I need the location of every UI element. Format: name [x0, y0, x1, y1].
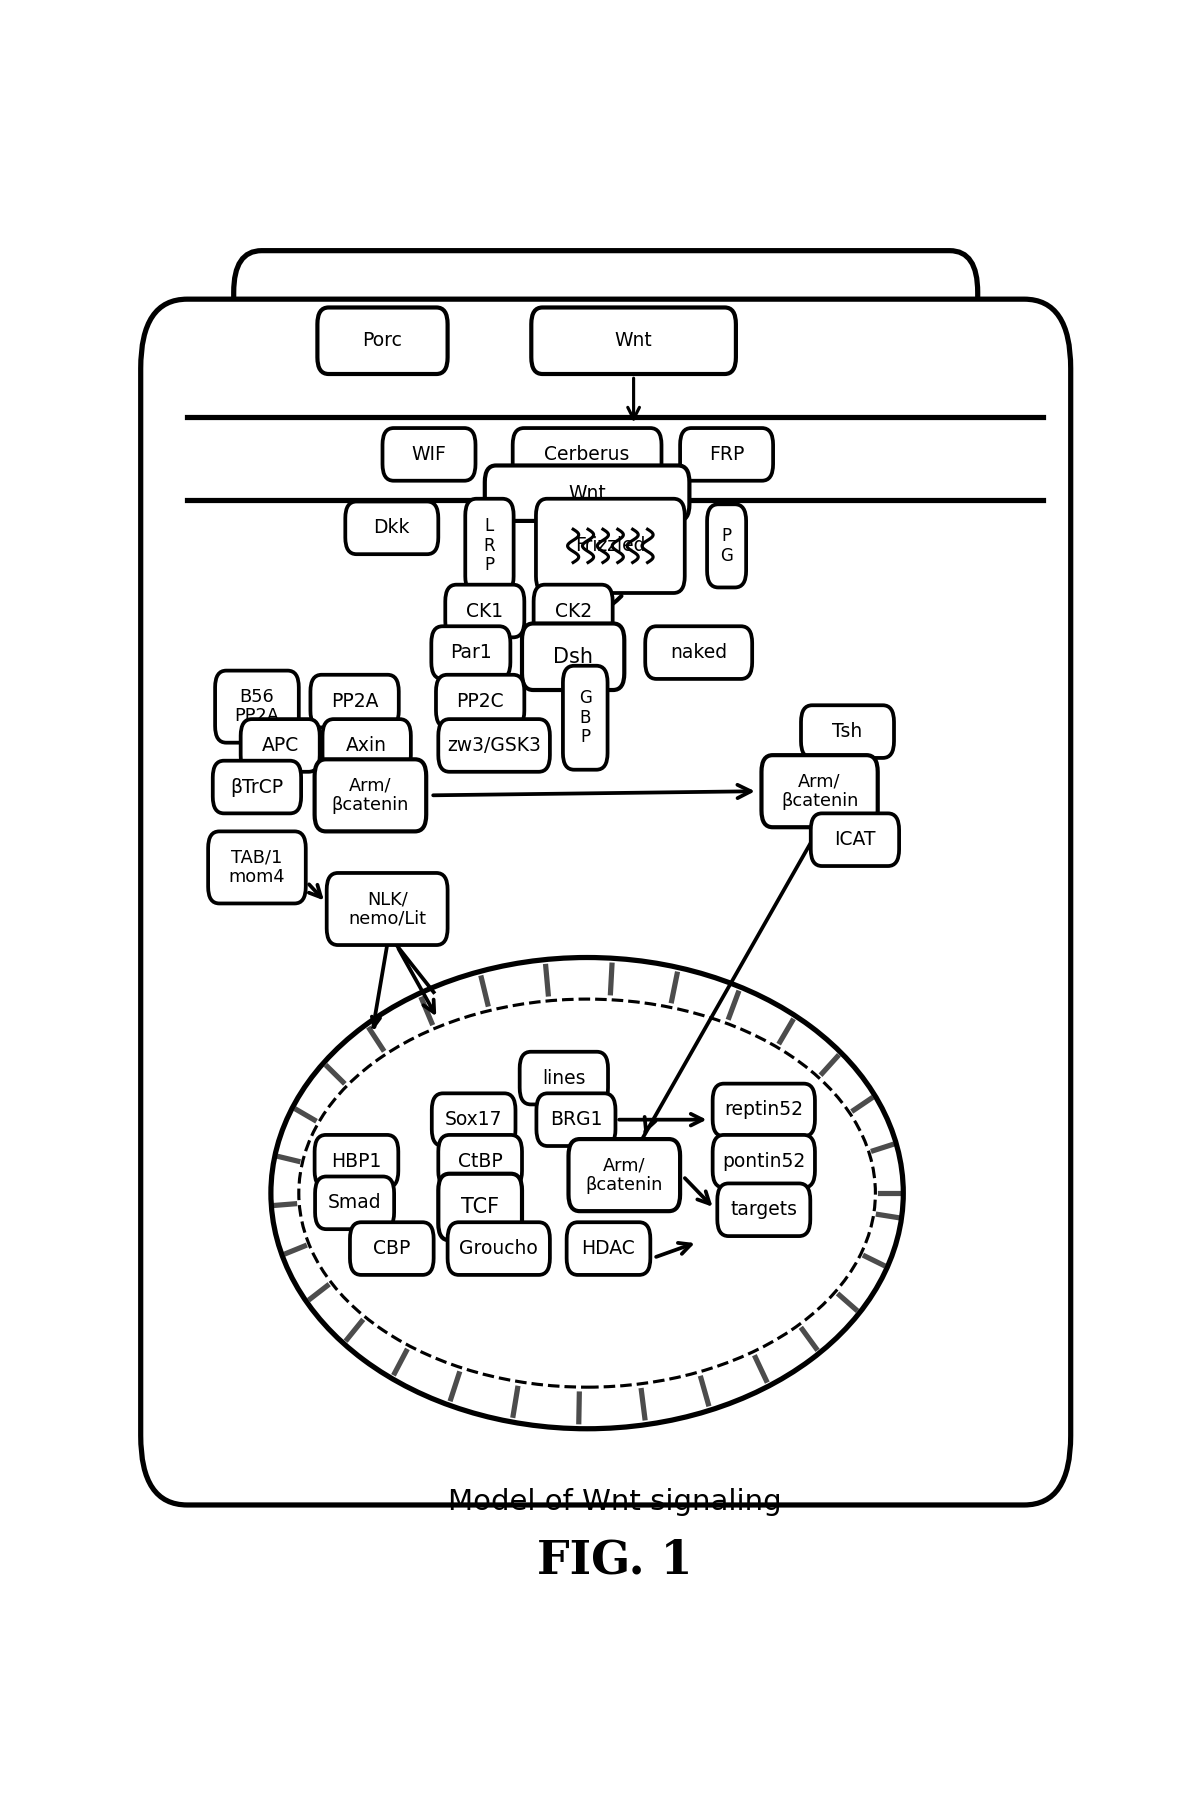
FancyBboxPatch shape	[438, 720, 550, 772]
Text: Wnt: Wnt	[569, 484, 606, 502]
Text: Tsh: Tsh	[833, 722, 863, 742]
Ellipse shape	[299, 999, 876, 1388]
Ellipse shape	[271, 958, 904, 1429]
Text: Model of Wnt signaling: Model of Wnt signaling	[448, 1489, 782, 1516]
Text: L
R
P: L R P	[484, 517, 496, 574]
FancyBboxPatch shape	[713, 1084, 815, 1136]
FancyBboxPatch shape	[316, 1177, 394, 1229]
Text: Arm/
βcatenin: Arm/ βcatenin	[586, 1156, 662, 1193]
FancyBboxPatch shape	[431, 626, 510, 679]
FancyBboxPatch shape	[512, 428, 661, 481]
Text: FIG. 1: FIG. 1	[538, 1537, 692, 1584]
Text: HDAC: HDAC	[582, 1238, 635, 1258]
Text: Cerberus: Cerberus	[545, 445, 630, 464]
Text: CK1: CK1	[467, 601, 503, 621]
Text: WIF: WIF	[412, 445, 446, 464]
Text: TCF: TCF	[461, 1197, 499, 1217]
FancyBboxPatch shape	[383, 428, 475, 481]
Text: B56
PP2A: B56 PP2A	[234, 688, 280, 725]
FancyBboxPatch shape	[466, 499, 514, 592]
FancyBboxPatch shape	[713, 1136, 815, 1188]
FancyBboxPatch shape	[707, 504, 746, 587]
FancyBboxPatch shape	[314, 760, 426, 832]
FancyBboxPatch shape	[212, 761, 301, 814]
FancyBboxPatch shape	[569, 1139, 680, 1211]
Text: BRG1: BRG1	[550, 1111, 602, 1129]
FancyBboxPatch shape	[536, 1093, 616, 1147]
FancyBboxPatch shape	[215, 671, 299, 743]
Text: CtBP: CtBP	[457, 1152, 503, 1170]
Text: TAB/1
mom4: TAB/1 mom4	[229, 850, 286, 886]
FancyBboxPatch shape	[534, 585, 613, 637]
Text: βTrCP: βTrCP	[230, 778, 283, 797]
Text: zw3/GSK3: zw3/GSK3	[448, 736, 541, 754]
Text: CK2: CK2	[554, 601, 592, 621]
Text: G
B
P: G B P	[578, 689, 592, 747]
Text: targets: targets	[731, 1201, 797, 1219]
Text: ICAT: ICAT	[834, 830, 876, 850]
FancyBboxPatch shape	[566, 1222, 650, 1274]
Text: Frizzled: Frizzled	[575, 536, 646, 556]
FancyBboxPatch shape	[680, 428, 773, 481]
FancyBboxPatch shape	[438, 1174, 522, 1240]
Text: Groucho: Groucho	[460, 1238, 538, 1258]
Text: Dkk: Dkk	[373, 518, 410, 538]
Text: PP2A: PP2A	[331, 691, 378, 711]
FancyBboxPatch shape	[438, 1136, 522, 1188]
Text: APC: APC	[262, 736, 299, 754]
FancyBboxPatch shape	[448, 1222, 550, 1274]
Text: P
G: P G	[720, 527, 733, 565]
Text: naked: naked	[670, 643, 727, 662]
Text: Dsh: Dsh	[553, 646, 593, 666]
Text: Wnt: Wnt	[614, 331, 653, 351]
Text: NLK/
nemo/Lit: NLK/ nemo/Lit	[348, 891, 426, 927]
FancyBboxPatch shape	[485, 466, 689, 520]
FancyBboxPatch shape	[718, 1183, 810, 1237]
FancyBboxPatch shape	[311, 675, 398, 727]
Text: Axin: Axin	[346, 736, 388, 754]
Text: pontin52: pontin52	[722, 1152, 805, 1170]
Text: FRP: FRP	[709, 445, 744, 464]
FancyBboxPatch shape	[208, 832, 306, 904]
FancyBboxPatch shape	[432, 1093, 516, 1147]
FancyBboxPatch shape	[522, 623, 624, 689]
FancyBboxPatch shape	[241, 720, 319, 772]
FancyBboxPatch shape	[436, 675, 524, 727]
FancyBboxPatch shape	[532, 308, 736, 374]
Text: CBP: CBP	[373, 1238, 410, 1258]
Text: Arm/
βcatenin: Arm/ βcatenin	[781, 772, 858, 810]
Text: PP2C: PP2C	[456, 691, 504, 711]
FancyBboxPatch shape	[140, 299, 1070, 1505]
Text: HBP1: HBP1	[331, 1152, 382, 1170]
FancyBboxPatch shape	[314, 1136, 398, 1188]
Text: Smad: Smad	[328, 1193, 382, 1213]
Text: Porc: Porc	[362, 331, 402, 351]
FancyBboxPatch shape	[811, 814, 899, 866]
Text: Par1: Par1	[450, 643, 492, 662]
FancyBboxPatch shape	[323, 720, 410, 772]
FancyBboxPatch shape	[350, 1222, 433, 1274]
FancyBboxPatch shape	[802, 706, 894, 758]
FancyBboxPatch shape	[326, 873, 448, 945]
Text: Arm/
βcatenin: Arm/ βcatenin	[331, 776, 409, 814]
FancyBboxPatch shape	[536, 499, 685, 592]
FancyBboxPatch shape	[346, 502, 438, 554]
Text: reptin52: reptin52	[725, 1100, 803, 1120]
FancyBboxPatch shape	[646, 626, 752, 679]
FancyBboxPatch shape	[520, 1051, 608, 1105]
FancyBboxPatch shape	[445, 585, 524, 637]
FancyBboxPatch shape	[762, 756, 877, 828]
FancyBboxPatch shape	[563, 666, 607, 770]
FancyBboxPatch shape	[234, 250, 978, 459]
Text: lines: lines	[542, 1069, 586, 1087]
FancyBboxPatch shape	[317, 308, 448, 374]
Text: Sox17: Sox17	[445, 1111, 503, 1129]
